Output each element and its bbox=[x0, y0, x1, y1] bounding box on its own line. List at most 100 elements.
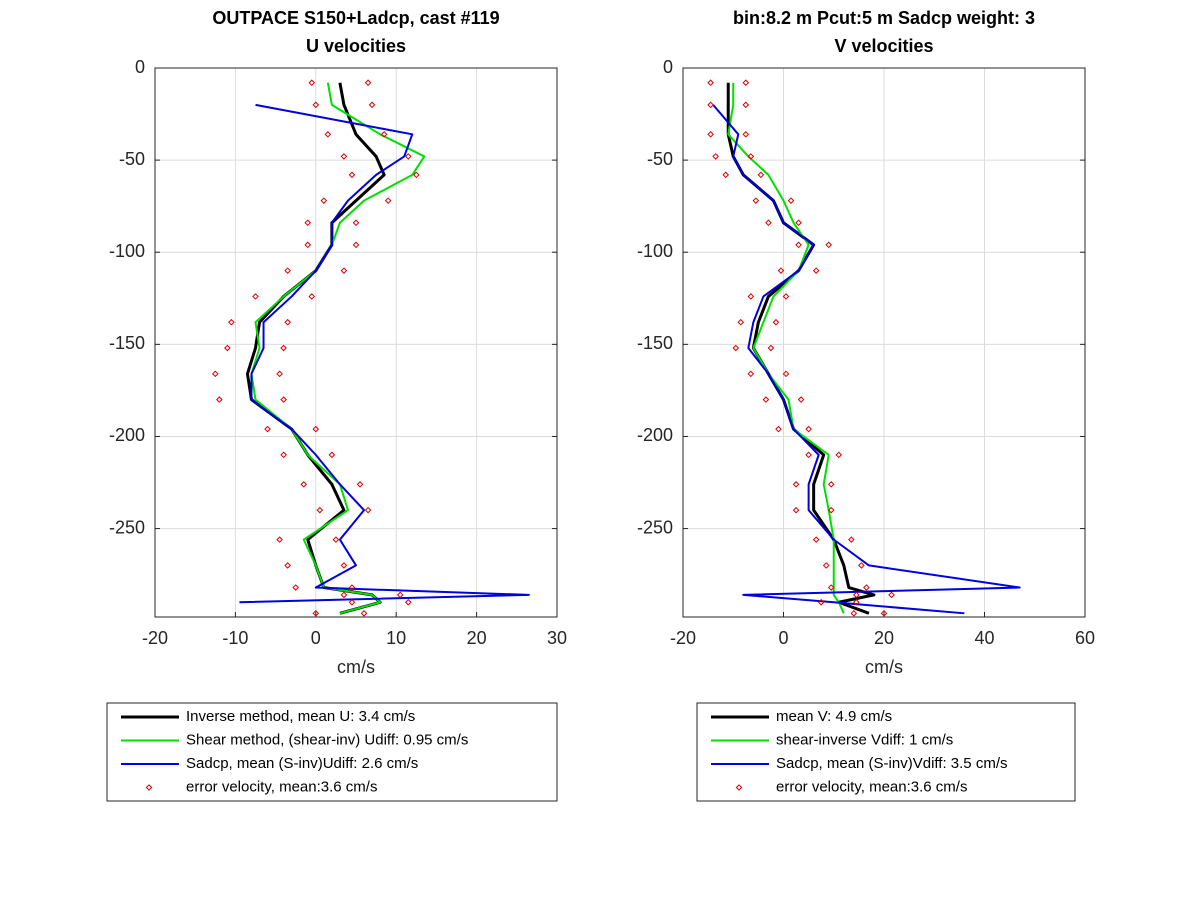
error-marker bbox=[797, 396, 805, 403]
error-marker bbox=[312, 425, 320, 433]
error-marker bbox=[858, 562, 865, 569]
error-marker bbox=[384, 197, 392, 204]
error-marker bbox=[805, 425, 812, 433]
error-marker bbox=[368, 101, 376, 109]
error-marker bbox=[747, 293, 755, 300]
chart-title: bin:8.2 m Pcut:5 m Sadcp weight: 3 bbox=[733, 8, 1035, 28]
error-marker bbox=[280, 344, 287, 352]
error-marker bbox=[722, 171, 730, 179]
error-marker bbox=[308, 293, 316, 300]
legend-box bbox=[696, 702, 1076, 802]
axes-background bbox=[155, 68, 557, 617]
y-tick-label: -250 bbox=[109, 517, 145, 537]
axes-box bbox=[682, 67, 1086, 618]
error-marker bbox=[880, 610, 888, 617]
profile-line bbox=[239, 103, 530, 604]
error-marker bbox=[316, 506, 324, 514]
error-marker bbox=[332, 536, 340, 543]
error-marker bbox=[348, 171, 356, 179]
error-marker bbox=[380, 131, 388, 138]
error-marker bbox=[805, 451, 812, 459]
error-marker bbox=[792, 481, 800, 488]
y-tick-label: -50 bbox=[647, 149, 673, 169]
error-marker bbox=[312, 610, 320, 617]
legend-label: error velocity, mean:3.6 cm/s bbox=[776, 778, 967, 795]
legend-box bbox=[106, 702, 558, 802]
error-marker bbox=[762, 396, 770, 403]
error-marker bbox=[324, 131, 332, 138]
x-tick-label: 10 bbox=[386, 628, 406, 648]
error-marker bbox=[340, 562, 348, 569]
chart-subtitle: U velocities bbox=[306, 36, 406, 56]
error-marker bbox=[280, 396, 287, 403]
error-marker bbox=[264, 425, 271, 433]
error-marker bbox=[825, 241, 833, 249]
error-marker bbox=[707, 79, 714, 87]
x-tick-label: 0 bbox=[778, 628, 788, 648]
y-tick-label: -150 bbox=[637, 333, 673, 353]
error-marker bbox=[280, 451, 287, 459]
error-marker bbox=[216, 396, 223, 403]
error-marker bbox=[404, 598, 412, 606]
error-marker bbox=[772, 318, 780, 326]
error-marker bbox=[732, 344, 740, 352]
error-marker bbox=[792, 506, 800, 514]
error-marker bbox=[863, 584, 870, 591]
error-marker bbox=[888, 591, 895, 599]
error-marker bbox=[412, 171, 420, 179]
y-tick-label: -100 bbox=[637, 241, 673, 261]
error-marker bbox=[228, 318, 235, 326]
error-marker bbox=[252, 293, 259, 300]
error-marker bbox=[707, 131, 714, 138]
error-marker bbox=[284, 562, 291, 569]
error-marker bbox=[767, 344, 775, 352]
error-marker bbox=[284, 318, 291, 326]
y-tick-label: -250 bbox=[637, 517, 673, 537]
profile-line bbox=[250, 82, 426, 615]
x-tick-label: -20 bbox=[142, 628, 168, 648]
legend-label: Sadcp, mean (S-inv)Udiff: 2.6 cm/s bbox=[186, 755, 418, 772]
error-marker bbox=[364, 79, 372, 87]
profile-line bbox=[712, 104, 1021, 615]
error-marker bbox=[752, 197, 760, 204]
x-tick-label: 0 bbox=[311, 628, 321, 648]
x-tick-label: 20 bbox=[874, 628, 894, 648]
profile-line bbox=[727, 82, 845, 614]
y-tick-label: -150 bbox=[109, 333, 145, 353]
legend-label: mean V: 4.9 cm/s bbox=[776, 708, 892, 725]
error-marker bbox=[284, 267, 291, 274]
error-marker bbox=[396, 591, 404, 599]
error-marker bbox=[352, 219, 360, 227]
x-tick-label: 30 bbox=[547, 628, 567, 648]
error-marker bbox=[747, 153, 755, 160]
error-marker bbox=[352, 241, 360, 249]
y-tick-label: -100 bbox=[109, 241, 145, 261]
error-marker bbox=[348, 584, 356, 591]
error-marker bbox=[835, 451, 843, 459]
error-marker bbox=[707, 101, 714, 109]
error-marker bbox=[712, 153, 719, 160]
chart-title: OUTPACE S150+Ladcp, cast #119 bbox=[212, 8, 499, 28]
y-tick-label: -50 bbox=[119, 149, 145, 169]
error-marker bbox=[340, 591, 348, 599]
legend-marker bbox=[145, 784, 153, 791]
error-marker bbox=[853, 598, 860, 606]
error-marker bbox=[782, 293, 790, 300]
error-marker bbox=[304, 219, 312, 227]
error-marker bbox=[328, 451, 336, 459]
error-marker bbox=[853, 591, 860, 599]
error-marker bbox=[312, 101, 320, 109]
legend-label: Inverse method, mean U: 3.4 cm/s bbox=[186, 708, 415, 725]
y-tick-label: -200 bbox=[637, 425, 673, 445]
error-marker bbox=[747, 370, 755, 378]
x-tick-label: -10 bbox=[222, 628, 248, 648]
error-marker bbox=[812, 536, 820, 543]
error-marker bbox=[292, 584, 300, 591]
x-tick-label: 60 bbox=[1075, 628, 1095, 648]
error-marker bbox=[742, 79, 750, 87]
error-marker bbox=[308, 79, 316, 87]
error-marker bbox=[211, 370, 219, 378]
error-marker bbox=[827, 506, 835, 514]
error-marker bbox=[777, 267, 785, 274]
